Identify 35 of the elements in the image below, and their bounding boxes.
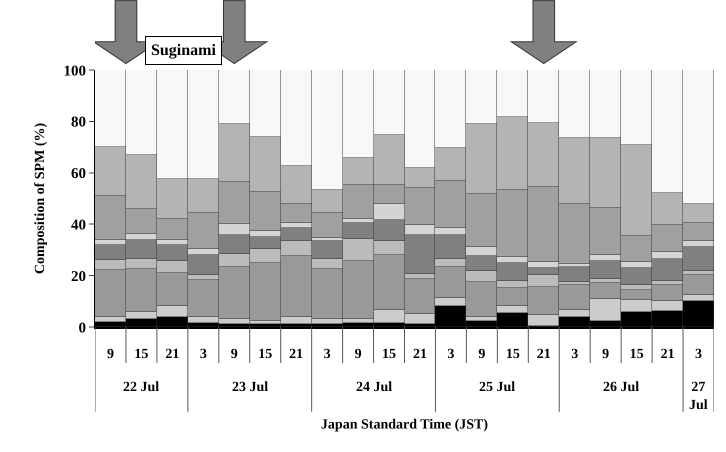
x-tick-label: 9	[230, 346, 238, 362]
x-tick-label: 9	[106, 346, 114, 362]
x-tick-label: 15	[506, 346, 520, 362]
x-tick-label: 21	[536, 346, 551, 362]
text: 22 Jul	[123, 380, 160, 395]
x-tick-label: 9	[478, 346, 486, 362]
x-tick-label: 15	[258, 346, 272, 362]
x-tick-label: 3	[447, 346, 454, 362]
chart-title: Suginami	[151, 42, 216, 59]
x-tick-label: 21	[412, 346, 427, 362]
y-tick-label: 100	[64, 63, 86, 80]
x-tick-label: 15	[630, 346, 644, 362]
x-tick-label: 9	[354, 346, 362, 362]
x-tick-label: 15	[134, 346, 148, 362]
x-tick-label: 3	[695, 346, 702, 362]
text: 27 Jul	[689, 380, 708, 414]
y-tick-label: 40	[71, 217, 86, 234]
text: 26 Jul	[603, 380, 640, 395]
x-tick-label: 9	[602, 346, 610, 362]
y-tick-label: 20	[71, 268, 86, 285]
y-tick-label: 80	[71, 114, 86, 131]
text: 24 Jul	[356, 380, 392, 395]
x-tick-label: 3	[324, 346, 331, 362]
y-axis-title: Composition of SPM (%)	[33, 122, 48, 274]
text: 23 Jul	[232, 380, 268, 395]
x-tick-label: 21	[165, 346, 180, 362]
text: 25 Jul	[479, 380, 516, 395]
x-tick-label: 15	[382, 346, 396, 362]
x-axis-title: Japan Standard Time (JST)	[320, 418, 488, 433]
x-tick-label: 3	[200, 346, 207, 362]
y-tick-label: 60	[71, 166, 86, 182]
y-tick-label: 0	[78, 320, 86, 336]
x-tick-label: 3	[571, 346, 578, 362]
x-tick-label: 21	[289, 346, 304, 362]
x-tick-label: 21	[660, 346, 675, 362]
